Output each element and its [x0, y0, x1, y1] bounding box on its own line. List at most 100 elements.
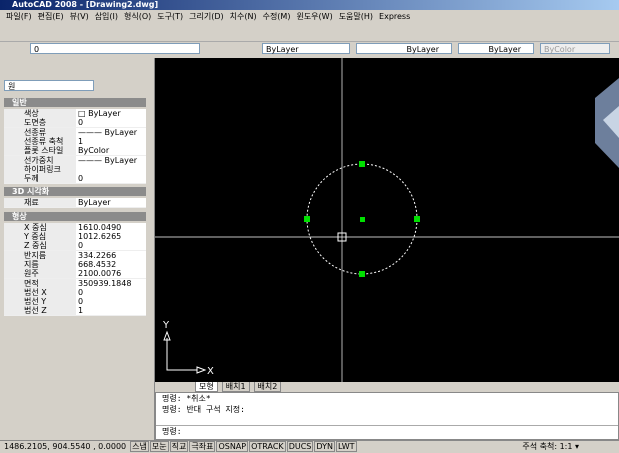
property-value: 1 [78, 136, 84, 146]
layer-toolbar: 0 ByLayer ByLayer ByLayer ByColor [0, 41, 619, 59]
property-label: 면적 [4, 278, 76, 288]
layer-combo[interactable]: 0 [30, 43, 200, 54]
property-value: 350939.1848 [78, 278, 132, 288]
status-toggle[interactable]: OTRACK [249, 441, 286, 452]
menu-item[interactable]: 도움말(H) [338, 12, 374, 21]
property-label: 지름 [4, 259, 76, 269]
property-label: 법선 Z [4, 306, 76, 316]
menu-item[interactable]: 도구(T) [157, 12, 184, 21]
menu-item[interactable]: 형식(O) [124, 12, 152, 21]
status-bar: 1486.2105, 904.5540 , 0.0000 스냅 모눈 직교 극좌표 OSN… [0, 440, 619, 453]
property-label: 원주 [4, 269, 76, 279]
ucs-icon [163, 330, 207, 374]
grips [304, 161, 420, 277]
property-value: 2100.0076 [78, 269, 122, 279]
drawing-area[interactable]: Y X [155, 58, 619, 382]
section-header[interactable]: 형상 [4, 211, 146, 221]
property-label: 법선 X [4, 287, 76, 297]
grip[interactable] [359, 271, 365, 277]
property-value: 0 [78, 118, 84, 128]
grip[interactable] [359, 161, 365, 167]
grip[interactable] [304, 216, 310, 222]
property-label: 도면층 [4, 118, 76, 128]
property-value: ByColor [78, 146, 110, 156]
layout-tabs: 모형 배치1 배치2 [155, 382, 619, 392]
property-row[interactable]: 두께 0 [4, 174, 146, 185]
menu-item[interactable]: 치수(N) [229, 12, 257, 21]
status-toggle[interactable]: DYN [314, 441, 335, 452]
property-value: 0 [78, 297, 84, 307]
properties-palette: 원 일반 색상 □ ByLayer 도면층 0 선종류 ——— ByLayer 선종류 축척 1… [0, 58, 155, 440]
menu-item[interactable]: 수정(M) [262, 12, 291, 21]
command-line: 명령: [156, 425, 618, 437]
command-line: 명령: *취소* [162, 394, 211, 403]
status-toggle[interactable]: 극좌표 [189, 441, 216, 452]
property-value: 1 [78, 306, 84, 316]
property-value: ——— ByLayer [78, 127, 138, 137]
property-label: 선종류 축척 [4, 136, 76, 146]
lineweight-combo[interactable]: ByLayer [458, 43, 534, 54]
section-header[interactable]: 일반 [4, 98, 146, 107]
menu-item[interactable]: 윈도우(W) [296, 12, 333, 21]
section-header[interactable]: 3D 시각화 [4, 187, 146, 197]
grip[interactable] [360, 217, 365, 222]
property-value: 0 [78, 287, 84, 297]
pickbox [337, 232, 347, 242]
command-line: 명령: 반대 구석 지정: [162, 405, 245, 414]
property-value: 1012.6265 [78, 232, 122, 241]
property-label: Y 중심 [4, 232, 76, 241]
property-row[interactable]: 재료 ByLayer [4, 198, 146, 209]
property-value: 0 [78, 174, 84, 184]
menu-bar: 파일(F) 편집(E) 뷰(V) 삽입(I) 형식(O) 도구(T) 그리기(D) 치수(N)… [0, 10, 619, 24]
property-value: 1610.0490 [78, 222, 122, 232]
status-toggle[interactable]: OSNAP [216, 441, 249, 452]
viewcube-face [603, 106, 619, 138]
linetype-combo[interactable]: ByLayer [356, 43, 452, 54]
property-value: 334.2266 [78, 250, 117, 260]
menu-item[interactable]: 뷰(V) [69, 12, 89, 21]
menu-item[interactable]: 그리기(D) [189, 12, 224, 21]
property-label: 하이퍼링크 [4, 164, 76, 174]
menu-item[interactable]: 삽입(I) [94, 12, 119, 21]
standard-toolbar [0, 24, 619, 42]
ucs-x: X [207, 366, 214, 377]
property-value: □ ByLayer [78, 109, 121, 118]
menu-item[interactable]: 편집(E) [37, 12, 64, 21]
property-label: 선가중치 [4, 155, 76, 165]
canvas: Y X [155, 58, 619, 382]
title-bar: AutoCAD 2008 - [Drawing2.dwg] [0, 0, 619, 10]
status-toggle[interactable]: 모눈 [149, 441, 169, 452]
status-toggle[interactable]: LWT [335, 441, 357, 452]
color-combo[interactable]: ByLayer [262, 43, 350, 54]
status-toggle[interactable]: 직교 [169, 441, 189, 452]
property-label: X 중심 [4, 222, 76, 232]
menu-item[interactable]: 파일(F) [6, 12, 32, 21]
layout-tab[interactable]: 배치2 [253, 382, 282, 392]
object-combo[interactable]: 원 [4, 80, 94, 91]
ucs-y: Y [162, 320, 170, 331]
property-label: 반지름 [4, 250, 76, 260]
property-value: 0 [78, 241, 84, 251]
property-label: 선종류 [4, 127, 76, 137]
property-label: 플롯 스타일 [4, 146, 76, 156]
property-label: 색상 [4, 109, 76, 118]
property-label: 두께 [4, 174, 76, 184]
command-window[interactable]: 명령: *취소* 명령: 반대 구석 지정: 명령: [155, 392, 619, 440]
property-label: 법선 Y [4, 297, 76, 307]
status-toggle[interactable]: 스냅 [130, 441, 149, 452]
layout-tab[interactable]: 배치1 [221, 382, 250, 392]
menu-item[interactable]: Express [379, 12, 411, 21]
status-toggle[interactable]: DUCS [286, 441, 314, 452]
plotstyle-combo: ByColor [540, 43, 610, 54]
grip[interactable] [414, 216, 420, 222]
annotation-scale[interactable]: 주석 축척: 1:1 ▾ [522, 442, 579, 451]
property-value: ——— ByLayer [78, 155, 138, 165]
property-value: 668.4532 [78, 259, 117, 269]
layout-tab[interactable]: 모형 [195, 382, 218, 392]
coordinates: 1486.2105, 904.5540 , 0.0000 [4, 442, 127, 451]
property-label: Z 중심 [4, 241, 76, 251]
property-label: 재료 [4, 198, 76, 208]
property-value: ByLayer [78, 198, 111, 208]
